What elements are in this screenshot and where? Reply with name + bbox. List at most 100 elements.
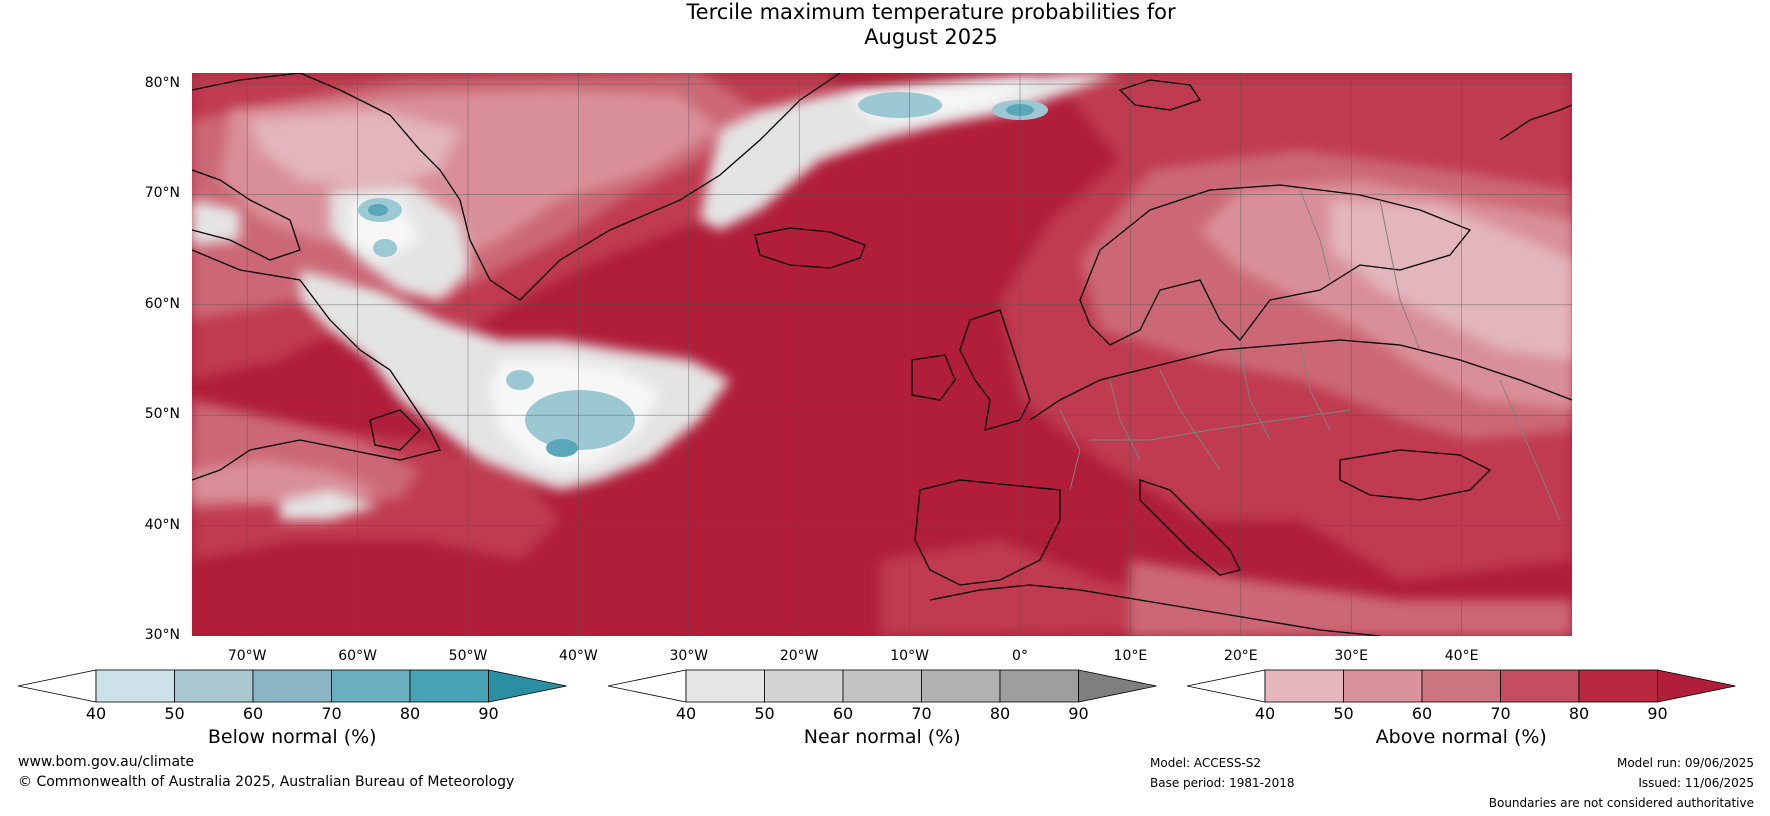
copyright-text: © Commonwealth of Australia 2025, Austra… bbox=[18, 774, 515, 790]
colorbar-tick-label: 70 bbox=[911, 704, 932, 723]
longitude-label: 30°W bbox=[669, 648, 709, 664]
colorbar-segment bbox=[842, 669, 922, 703]
colorbar-segment bbox=[1578, 669, 1658, 703]
colorbar-under-triangle bbox=[17, 669, 97, 703]
colorbar-over-triangle bbox=[488, 669, 567, 703]
latitude-label: 50°N bbox=[144, 406, 180, 423]
colorbar-segment bbox=[95, 669, 175, 703]
latitude-label: 30°N bbox=[144, 627, 180, 643]
colorbar-segment bbox=[1264, 669, 1344, 703]
longitude-label: 10°W bbox=[890, 648, 929, 664]
colorbar-over-triangle bbox=[1657, 669, 1736, 703]
colorbar-tick-label: 90 bbox=[1647, 704, 1668, 723]
website-text: www.bom.gov.au/climate bbox=[18, 754, 195, 770]
coast-svalbard bbox=[1118, 79, 1202, 111]
colorbar bbox=[17, 669, 567, 703]
longitude-label: 50°W bbox=[448, 648, 488, 664]
below-normal-core-labrador bbox=[368, 204, 388, 216]
colorbar-tick-label: 80 bbox=[1568, 704, 1590, 723]
coast-iberia bbox=[914, 479, 1061, 586]
longitude-label: 30°E bbox=[1334, 648, 1369, 664]
colorbar-tick-label: 70 bbox=[1490, 704, 1511, 723]
colorbar-under-triangle bbox=[1186, 669, 1266, 703]
title-line-2: August 2025 bbox=[864, 25, 998, 49]
longitude-label: 10°E bbox=[1113, 648, 1148, 664]
longitude-label: 40°W bbox=[559, 648, 598, 664]
below-normal-core-atlantic bbox=[546, 439, 578, 457]
above-50-region bbox=[250, 110, 1572, 360]
colorbar-tick-label: 60 bbox=[1411, 704, 1433, 723]
coast-europe bbox=[1029, 339, 1572, 421]
colorbar-segment bbox=[1343, 669, 1423, 703]
longitude-label: 0° bbox=[1012, 648, 1028, 664]
colorbar-segment bbox=[331, 669, 411, 703]
colorbar-segment bbox=[685, 669, 765, 703]
title-line-1: Tercile maximum temperature probabilitie… bbox=[686, 0, 1176, 24]
colorbar-tick-label: 40 bbox=[85, 704, 107, 723]
below-normal-patch-atlantic bbox=[525, 390, 635, 450]
below-normal-patch-atlantic-2 bbox=[506, 370, 534, 390]
colorbar-tick-label: 40 bbox=[1254, 704, 1276, 723]
colorbar-tick-label: 50 bbox=[754, 704, 775, 723]
colorbar-segment bbox=[1500, 669, 1580, 703]
coast-baffin bbox=[192, 169, 301, 261]
colorbar-over-triangle bbox=[1078, 669, 1157, 703]
coast-iceland bbox=[754, 227, 866, 269]
coast-labrador bbox=[192, 249, 441, 481]
coast-ireland bbox=[911, 354, 956, 401]
colorbar-tick-label: 50 bbox=[1333, 704, 1354, 723]
base-period-text: Base period: 1981-2018 bbox=[1150, 776, 1295, 790]
colorbar-title: Above normal (%) bbox=[1375, 726, 1547, 748]
coastlines bbox=[192, 73, 1572, 636]
colorbar-tick-label: 90 bbox=[1068, 704, 1089, 723]
colorbar-tick-label: 50 bbox=[164, 704, 185, 723]
colorbar-title: Near normal (%) bbox=[803, 726, 961, 748]
below-normal-strong-region bbox=[368, 104, 1034, 457]
colorbar-title: Below normal (%) bbox=[207, 726, 377, 748]
model-text: Model: ACCESS-S2 bbox=[1150, 756, 1262, 770]
colorbar-segment bbox=[409, 669, 489, 703]
disclaimer-text: Boundaries are not considered authoritat… bbox=[1488, 796, 1754, 810]
colorbar-tick-label: 60 bbox=[832, 704, 854, 723]
coast-italy bbox=[1139, 479, 1241, 576]
colorbar-segment bbox=[252, 669, 332, 703]
coast-scandinavia bbox=[1079, 184, 1472, 346]
colorbar-segment bbox=[999, 669, 1079, 703]
longitude-label: 70°W bbox=[227, 648, 267, 664]
longitude-label: 20°W bbox=[779, 648, 819, 664]
longitude-label: 40°E bbox=[1444, 648, 1479, 664]
below-normal-patch-labrador-2 bbox=[373, 239, 397, 257]
coast-greenland-west bbox=[192, 73, 301, 91]
colorbar-tick-label: 70 bbox=[321, 704, 342, 723]
coast-greenland bbox=[299, 73, 841, 301]
below-normal-patch-greenland-sea bbox=[858, 92, 942, 118]
colorbar-tick-label: 80 bbox=[989, 704, 1011, 723]
colorbar-tick-label: 90 bbox=[478, 704, 499, 723]
probability-map bbox=[192, 73, 1572, 636]
map-title: Tercile maximum temperature probabilitie… bbox=[0, 0, 1770, 50]
below-normal-region bbox=[358, 92, 1048, 450]
coast-north-africa bbox=[929, 584, 1381, 636]
coast-newfoundland bbox=[369, 409, 421, 451]
colorbar bbox=[607, 669, 1157, 703]
colorbar-tick-label: 60 bbox=[242, 704, 264, 723]
colorbar-segment bbox=[1421, 669, 1501, 703]
latitude-label: 70°N bbox=[144, 185, 180, 202]
longitude-label: 20°E bbox=[1223, 648, 1258, 664]
colorbar-segment bbox=[174, 669, 254, 703]
colorbar-segment bbox=[764, 669, 844, 703]
coast-black-sea bbox=[1339, 449, 1492, 501]
coast-novaya-zemlya bbox=[1499, 104, 1572, 141]
colorbar-segment bbox=[921, 669, 1001, 703]
colorbar-tick-label: 80 bbox=[399, 704, 421, 723]
latitude-label: 60°N bbox=[144, 295, 180, 312]
model-run-text: Model run: 09/06/2025 bbox=[1616, 756, 1754, 770]
colorbar-under-triangle bbox=[607, 669, 687, 703]
gridlines bbox=[192, 73, 1572, 636]
country-borders bbox=[1059, 189, 1561, 521]
colorbar bbox=[1186, 669, 1736, 703]
issued-text: Issued: 11/06/2025 bbox=[1638, 776, 1754, 790]
latitude-label: 80°N bbox=[144, 75, 180, 92]
longitude-label: 60°W bbox=[338, 648, 377, 664]
